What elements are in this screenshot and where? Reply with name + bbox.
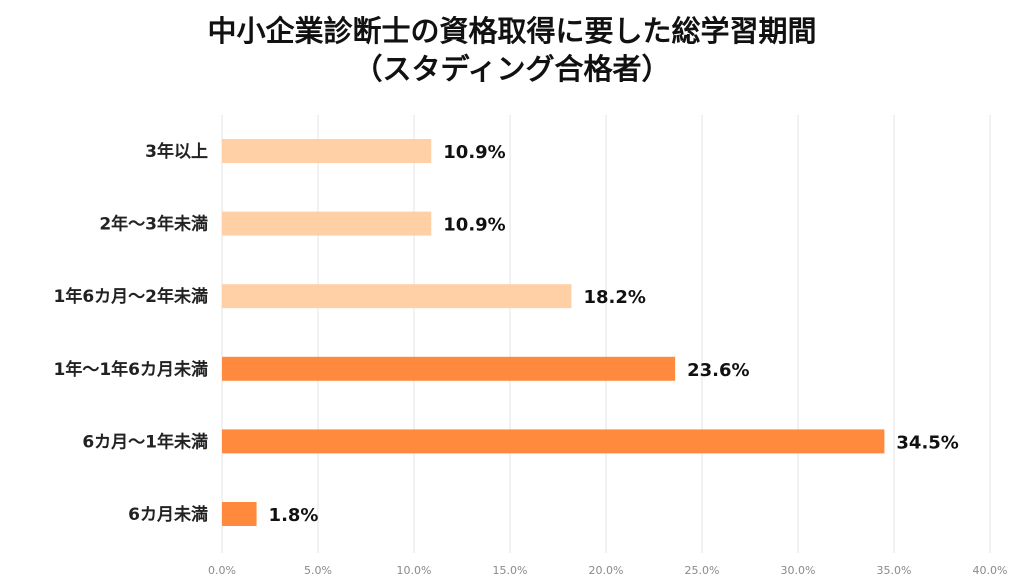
bar: [222, 139, 432, 163]
category-label: 2年～3年未満: [99, 214, 208, 235]
category-label: 6カ月～1年未満: [82, 431, 208, 452]
category-label: 3年以上: [145, 141, 208, 162]
data-label: 34.5%: [896, 432, 958, 453]
category-label: 6カ月未満: [128, 504, 208, 525]
category-label: 1年～1年6カ月未満: [54, 359, 209, 380]
x-tick-label: 20.0%: [589, 564, 624, 577]
chart-title-block: 中小企業診断士の資格取得に要した総学習期間 （スタディング合格者）: [0, 12, 1024, 88]
chart-subtitle: （スタディング合格者）: [353, 52, 671, 86]
x-tick-label: 35.0%: [877, 564, 912, 577]
bar: [222, 284, 572, 309]
data-label: 10.9%: [443, 142, 505, 163]
bar: [222, 429, 885, 454]
x-tick-label: 10.0%: [397, 564, 432, 577]
x-tick-label: 15.0%: [493, 564, 528, 577]
data-label: 23.6%: [687, 360, 749, 381]
data-label: 18.2%: [583, 287, 645, 308]
bar: [222, 356, 676, 381]
x-tick-label: 25.0%: [685, 564, 720, 577]
category-label: 1年6カ月～2年未満: [54, 286, 209, 307]
x-tick-label: 0.0%: [208, 564, 236, 577]
data-label: 10.9%: [443, 215, 505, 236]
x-tick-label: 5.0%: [304, 564, 332, 577]
data-label: 1.8%: [269, 505, 319, 526]
x-tick-label: 40.0%: [973, 564, 1008, 577]
x-tick-label: 30.0%: [781, 564, 816, 577]
bar: [222, 502, 257, 526]
bar: [222, 211, 432, 236]
chart-title: 中小企業診断士の資格取得に要した総学習期間: [207, 14, 817, 48]
